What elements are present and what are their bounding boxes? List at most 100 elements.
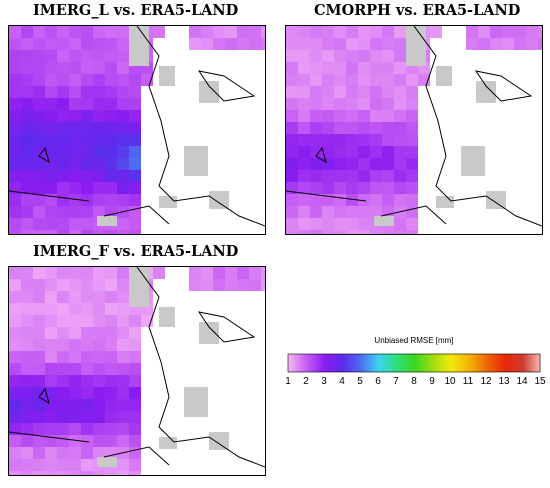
- colorbar-segment: [302, 354, 305, 372]
- grid-cell: [382, 122, 394, 134]
- grid-cell: [370, 134, 382, 146]
- grid-cell: [286, 194, 298, 206]
- grid-cell: [406, 134, 418, 146]
- grid-cell: [334, 170, 346, 182]
- coastline: [286, 26, 542, 227]
- colorbar-segment: [523, 354, 527, 372]
- grid-cell: [406, 146, 418, 158]
- grid-cell: [69, 122, 81, 134]
- colorbar-segment: [392, 354, 395, 372]
- grid-cell: [69, 110, 81, 122]
- grid-cell: [370, 122, 382, 134]
- grid-cell: [298, 230, 310, 234]
- grid-cell: [57, 50, 69, 62]
- grid-cell: [21, 303, 33, 315]
- colorbar-segment: [333, 354, 336, 372]
- grid-cell: [322, 170, 334, 182]
- grid-cell: [117, 267, 129, 279]
- grid-cell: [406, 194, 418, 206]
- grid-cell: [81, 447, 93, 459]
- grid-cell: [117, 423, 129, 435]
- grid-cell: [129, 134, 141, 146]
- colorbar-segment: [410, 354, 413, 372]
- colorbar-segment: [403, 354, 406, 372]
- grid-cell: [105, 435, 117, 447]
- grid-cell: [9, 62, 21, 74]
- grid-cell: [117, 182, 129, 194]
- grid-cell: [93, 435, 105, 447]
- grid-cell: [33, 399, 45, 411]
- grid-cell: [57, 327, 69, 339]
- colorbar-segment: [401, 354, 404, 372]
- grid-cell: [9, 194, 21, 206]
- grid-cell: [189, 279, 201, 291]
- grid-cell: [21, 110, 33, 122]
- grid-cell: [105, 279, 117, 291]
- colorbar-segment: [464, 354, 467, 372]
- colorbar-segment: [532, 354, 536, 372]
- grid-cell: [57, 194, 69, 206]
- grid-cell: [45, 170, 57, 182]
- grid-cell: [21, 194, 33, 206]
- grid-cell: [358, 230, 370, 234]
- grid-cell: [57, 459, 69, 471]
- grid-cell: [105, 267, 117, 279]
- grid-cell: [45, 230, 57, 234]
- grid-cell: [93, 351, 105, 363]
- grid-cell: [21, 291, 33, 303]
- grid-cell: [93, 471, 105, 475]
- grid-cell: [298, 134, 310, 146]
- grid-cell: [33, 230, 45, 234]
- grid-cell: [93, 26, 105, 38]
- colorbar-segment: [376, 354, 379, 372]
- map-svg: [286, 26, 542, 234]
- grid-cell: [249, 267, 261, 279]
- grid-cell: [57, 267, 69, 279]
- colorbar-segment: [478, 354, 482, 372]
- grid-cell: [322, 98, 334, 110]
- grid-cell: [33, 134, 45, 146]
- grid-cell: [69, 423, 81, 435]
- grid-cell: [213, 279, 225, 291]
- colorbar-segment: [396, 354, 399, 372]
- grid-cell: [346, 170, 358, 182]
- grid-cell: [81, 158, 93, 170]
- grid-cell: [81, 98, 93, 110]
- grid-cell: [81, 134, 93, 146]
- grid-cell: [322, 218, 334, 230]
- colorbar-segment: [462, 354, 465, 372]
- grid-cell: [33, 206, 45, 218]
- grid-cell: [382, 194, 394, 206]
- colorbar-segment: [417, 354, 420, 372]
- grid-cell: [45, 98, 57, 110]
- grid-cell: [81, 267, 93, 279]
- grid-cell: [9, 230, 21, 234]
- grid-cell: [129, 339, 141, 351]
- colorbar-segment: [520, 354, 523, 372]
- colorbar-segment: [304, 354, 307, 372]
- grid-cell: [322, 230, 334, 234]
- grid-cell: [69, 194, 81, 206]
- grid-cell: [9, 38, 21, 50]
- grid-cell: [81, 303, 93, 315]
- grid-cell: [406, 74, 418, 86]
- grid-cell: [21, 86, 33, 98]
- colorbar-segment: [477, 354, 480, 372]
- grid-cell: [358, 218, 370, 230]
- colorbar-segment: [288, 354, 291, 372]
- grid-cell: [117, 74, 129, 86]
- colorbar-tick-label: 12: [480, 376, 492, 387]
- colorbar-tick-label: 3: [321, 376, 327, 387]
- grid-cell: [81, 327, 93, 339]
- grid-cell: [81, 291, 93, 303]
- grid-cell: [382, 182, 394, 194]
- grid-cell: [514, 38, 526, 50]
- grid-cell: [358, 62, 370, 74]
- colorbar-segment: [441, 354, 444, 372]
- grid-cell: [9, 315, 21, 327]
- grid-cell: [478, 38, 490, 50]
- no-data-area: [199, 81, 219, 103]
- grid-cell: [57, 122, 69, 134]
- colorbar-segment: [383, 354, 386, 372]
- grid-cell: [286, 122, 298, 134]
